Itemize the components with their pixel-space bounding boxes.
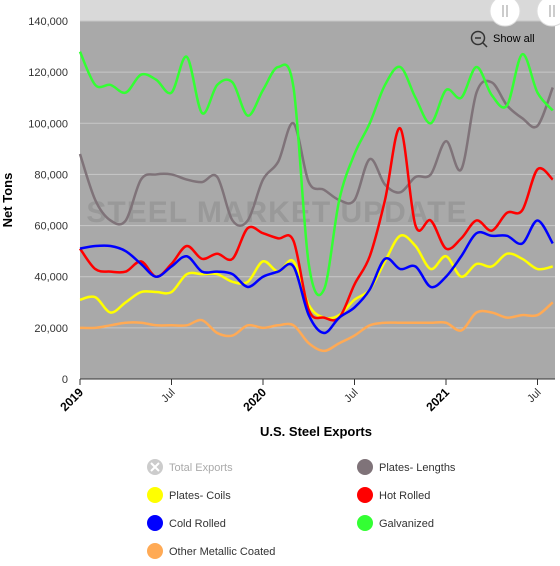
legend: Total Exports Plates- Lengths Plates- Coil…: [147, 459, 456, 559]
y-tick-label: 100,000: [28, 118, 68, 130]
legend-marker: [357, 487, 373, 503]
series-line: [78, 79, 554, 227]
legend-item[interactable]: Hot Rolled: [357, 487, 430, 503]
x-tick-label: Jul: [525, 387, 543, 405]
legend-marker: [147, 487, 163, 503]
lines: [78, 51, 554, 353]
y-tick-label: 40,000: [34, 272, 68, 284]
scroll-handle-right[interactable]: [536, 0, 560, 27]
legend-item[interactable]: Total Exports: [147, 459, 233, 475]
y-tick-label: 80,000: [34, 169, 68, 181]
legend-marker: [357, 515, 373, 531]
series-line: [79, 219, 554, 335]
y-tick-label: 120,000: [28, 67, 68, 79]
legend-item[interactable]: Plates- Coils: [147, 487, 231, 503]
y-tick-label: 140,000: [28, 16, 68, 28]
legend-label[interactable]: Cold Rolled: [169, 518, 226, 530]
legend-label[interactable]: Plates- Coils: [169, 490, 231, 502]
series-line: [79, 234, 554, 320]
legend-label[interactable]: Galvanized: [379, 518, 434, 530]
x-tick-label: 2019: [57, 385, 86, 414]
plot-top-band: [80, 0, 555, 21]
legend-item[interactable]: Galvanized: [357, 515, 434, 531]
y-axis-label: Net Tons: [0, 173, 15, 228]
legend-label[interactable]: Other Metallic Coated: [169, 546, 275, 558]
y-tick-label: 60,000: [34, 221, 68, 233]
y-tick-label: 0: [62, 374, 68, 386]
legend-item[interactable]: Cold Rolled: [147, 515, 226, 531]
show-all-label[interactable]: Show all: [493, 33, 535, 45]
scroll-handle-left[interactable]: [489, 0, 521, 27]
legend-label[interactable]: Plates- Lengths: [379, 462, 456, 474]
x-tick-label: Jul: [159, 387, 177, 405]
show-all-button[interactable]: Show all: [470, 30, 535, 48]
watermark: STEEL MARKET UPDATE: [86, 196, 467, 229]
legend-item[interactable]: Other Metallic Coated: [147, 543, 275, 559]
series-line: [79, 301, 554, 353]
x-axis-label: U.S. Steel Exports: [260, 424, 372, 439]
y-tick-label: 20,000: [34, 323, 68, 335]
x-tick-label: 2020: [240, 385, 269, 414]
legend-item[interactable]: Plates- Lengths: [357, 459, 456, 475]
legend-marker: [147, 543, 163, 559]
series-line: [78, 51, 554, 297]
legend-marker-cross: [150, 462, 160, 472]
zoom-icon-handle: [482, 42, 488, 48]
handle[interactable]: [489, 0, 521, 27]
x-tick-label: Jul: [342, 387, 360, 405]
plot-background: [80, 21, 555, 379]
x-tick-label: 2021: [423, 385, 452, 414]
legend-marker: [357, 459, 373, 475]
legend-label[interactable]: Total Exports: [169, 462, 233, 474]
zoom-icon: [470, 30, 486, 46]
legend-marker: [147, 515, 163, 531]
legend-label[interactable]: Hot Rolled: [379, 490, 430, 502]
